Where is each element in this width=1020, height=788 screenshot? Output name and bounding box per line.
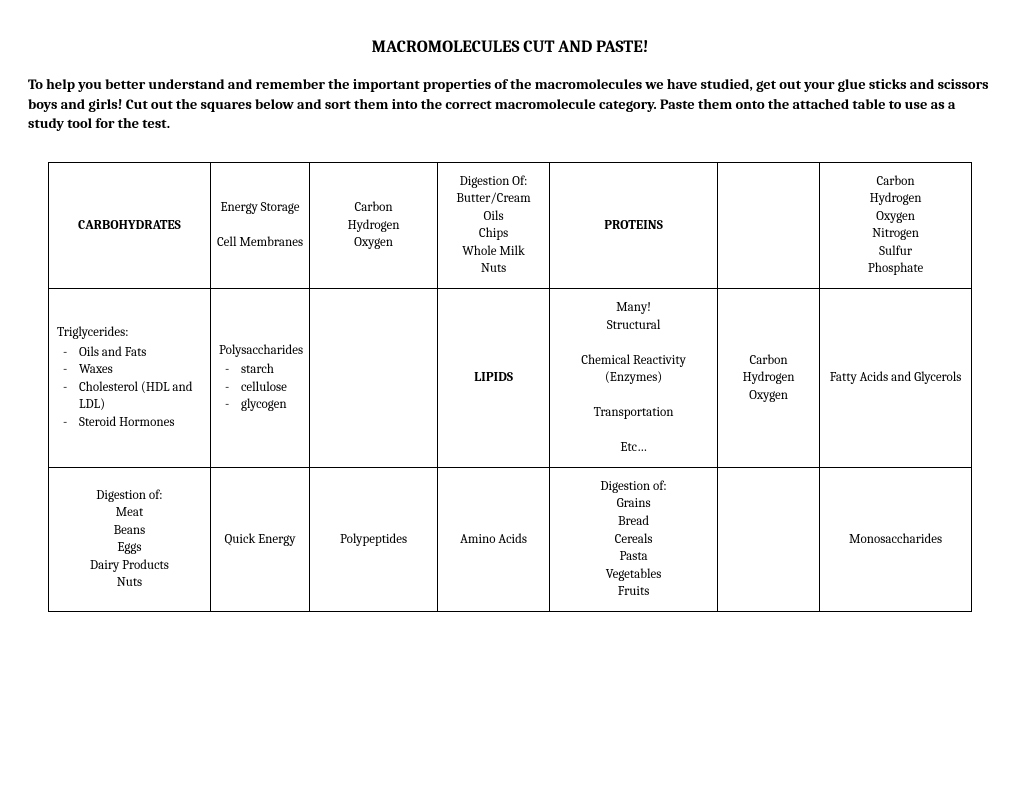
cell-empty-2 xyxy=(310,288,438,467)
cell-quick-energy: Quick Energy xyxy=(210,467,309,611)
cell-polypeptides: Polypeptides xyxy=(310,467,438,611)
cell-cho-elements-1: Carbon Hydrogen Oxygen xyxy=(310,162,438,288)
list-item: Steroid Hormones xyxy=(59,414,204,432)
cell-many-functions: Many! Structural Chemical Reactivity (En… xyxy=(550,288,718,467)
table-row: Triglycerides: Oils and Fats Waxes Chole… xyxy=(48,288,971,467)
cell-digestion-carbs: Digestion of: Grains Bread Cereals Pasta… xyxy=(550,467,718,611)
cell-amino-acids: Amino Acids xyxy=(438,467,550,611)
cell-lipids: LIPIDS xyxy=(438,288,550,467)
list-item: cellulose xyxy=(221,379,303,397)
page-title: MACROMOLECULES CUT AND PASTE! xyxy=(28,38,992,57)
cell-digestion-protein: Digestion of: Meat Beans Eggs Dairy Prod… xyxy=(48,467,210,611)
cell-triglycerides: Triglycerides: Oils and Fats Waxes Chole… xyxy=(48,288,210,467)
cell-subtitle: Triglycerides: xyxy=(57,324,204,342)
polysaccharides-list: starch cellulose glycogen xyxy=(219,361,303,414)
list-item: Oils and Fats xyxy=(59,344,204,362)
cell-subtitle: Polysaccharides xyxy=(219,342,303,360)
worksheet-table: CARBOHYDRATES Energy Storage Cell Membra… xyxy=(48,162,972,612)
cell-polysaccharides: Polysaccharides starch cellulose glycoge… xyxy=(210,288,309,467)
triglycerides-list: Oils and Fats Waxes Cholesterol (HDL and… xyxy=(57,344,204,432)
cell-monosaccharides: Monosaccharides xyxy=(820,467,972,611)
cell-digestion-fats: Digestion Of: Butter/Cream Oils Chips Wh… xyxy=(438,162,550,288)
cell-carbohydrates: CARBOHYDRATES xyxy=(48,162,210,288)
list-item: Cholesterol (HDL and LDL) xyxy=(59,379,204,414)
list-item: starch xyxy=(221,361,303,379)
table-row: Digestion of: Meat Beans Eggs Dairy Prod… xyxy=(48,467,971,611)
list-item: glycogen xyxy=(221,396,303,414)
table-row: CARBOHYDRATES Energy Storage Cell Membra… xyxy=(48,162,971,288)
intro-paragraph: To help you better understand and rememb… xyxy=(28,75,992,134)
cell-chonsp: Carbon Hydrogen Oxygen Nitrogen Sulfur P… xyxy=(820,162,972,288)
cell-fatty-acids: Fatty Acids and Glycerols xyxy=(820,288,972,467)
cell-energy-storage: Energy Storage Cell Membranes xyxy=(210,162,309,288)
cell-empty-3 xyxy=(718,467,820,611)
cell-proteins: PROTEINS xyxy=(550,162,718,288)
list-item: Waxes xyxy=(59,361,204,379)
cell-empty-1 xyxy=(718,162,820,288)
cell-cho-elements-2: Carbon Hydrogen Oxygen xyxy=(718,288,820,467)
